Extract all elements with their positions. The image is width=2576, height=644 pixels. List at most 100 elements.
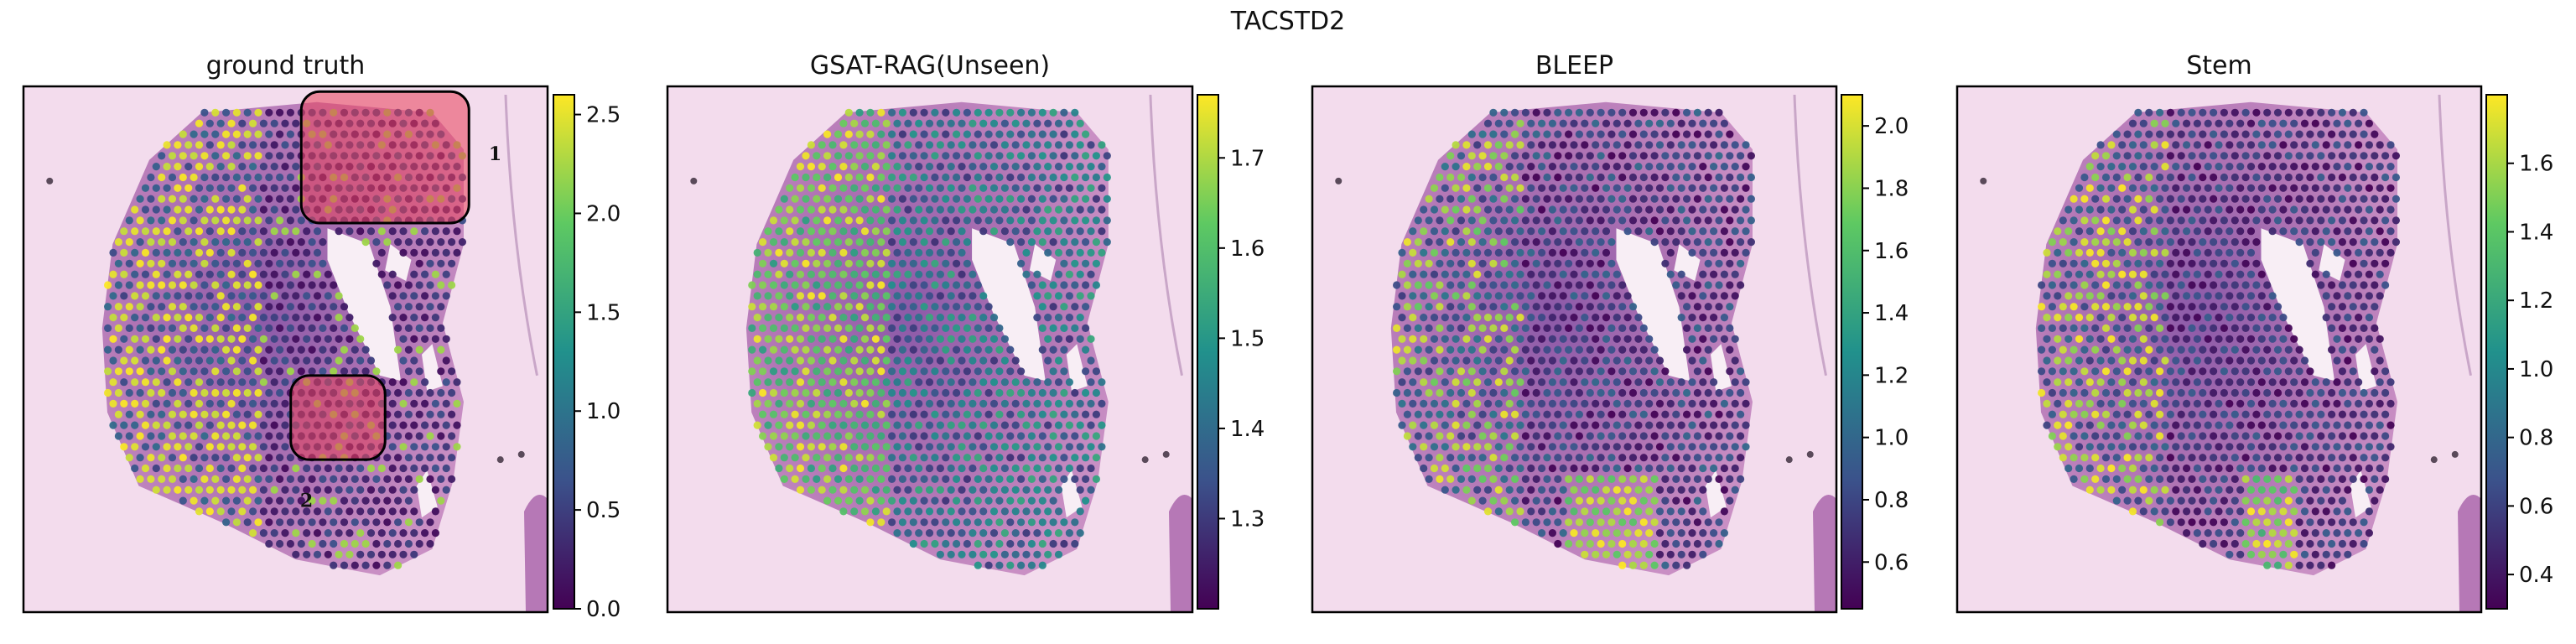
expression-spot (958, 314, 966, 322)
expression-spot (1565, 216, 1573, 225)
expression-spot (893, 356, 901, 365)
expression-spot (168, 388, 177, 397)
expression-spot (2101, 259, 2111, 267)
expression-spot (324, 314, 332, 322)
expression-spot (2085, 464, 2094, 473)
expression-spot (915, 378, 923, 387)
expression-spot (936, 443, 944, 451)
expression-spot (1452, 443, 1460, 451)
expression-spot (2112, 345, 2121, 354)
expression-spot (1666, 141, 1675, 149)
expression-spot (195, 270, 204, 278)
expression-spot (1483, 399, 1493, 408)
expression-spot (807, 486, 816, 494)
expression-spot (2112, 324, 2121, 332)
expression-spot (1704, 173, 1712, 182)
expression-spot (2328, 152, 2336, 160)
expression-spot (942, 518, 950, 527)
expression-spot (2295, 496, 2303, 505)
expression-spot (2043, 356, 2051, 365)
expression-spot (179, 454, 187, 462)
expression-spot (2220, 195, 2228, 203)
expression-spot (823, 259, 832, 267)
expression-spot (882, 141, 891, 149)
colorbar: 0.00.51.01.52.02.5 (553, 94, 621, 622)
expression-spot (174, 163, 182, 171)
expression-spot (1076, 227, 1084, 236)
expression-spot (979, 399, 988, 408)
expression-spot (222, 388, 231, 397)
expression-spot (1071, 173, 1079, 182)
expression-spot (1500, 388, 1509, 397)
expression-spot (216, 163, 225, 171)
expression-spot (2268, 356, 2277, 365)
expression-spot (979, 163, 988, 171)
expression-spot (415, 324, 423, 332)
expression-spot (2188, 173, 2196, 182)
expression-spot (1548, 486, 1556, 494)
expression-spot (764, 314, 772, 322)
expression-spot (1065, 421, 1073, 429)
expression-spot (813, 454, 821, 462)
expression-spot (823, 454, 832, 462)
expression-spot (2118, 270, 2127, 278)
expression-spot (871, 356, 880, 365)
expression-spot (855, 130, 864, 138)
expression-spot (1076, 399, 1084, 408)
expression-spot (163, 486, 171, 494)
expression-spot (871, 507, 880, 516)
expression-spot (313, 550, 322, 558)
expression-spot (1613, 356, 1621, 365)
expression-spot (2220, 432, 2228, 440)
expression-spot (1548, 227, 1556, 236)
expression-spot (2231, 388, 2239, 397)
expression-spot (1500, 195, 1509, 203)
expression-spot (1087, 443, 1095, 451)
expression-spot (136, 388, 144, 397)
expression-spot (1017, 518, 1026, 527)
expression-spot (2166, 195, 2174, 203)
expression-spot (818, 227, 826, 236)
expression-spot (2338, 518, 2346, 527)
expression-spot (2273, 367, 2283, 376)
expression-spot (249, 399, 257, 408)
expression-spot (415, 518, 423, 527)
expression-spot (147, 281, 155, 289)
expression-spot (1022, 529, 1031, 538)
expression-spot (786, 378, 794, 387)
expression-spot (2177, 367, 2185, 376)
expression-spot (1489, 367, 1498, 376)
expression-spot (1011, 550, 1020, 558)
expression-spot (2273, 496, 2283, 505)
expression-spot (2215, 529, 2223, 538)
expression-spot (1731, 227, 1739, 236)
expression-spot (2290, 550, 2298, 558)
expression-spot (265, 454, 273, 462)
expression-spot (2284, 195, 2293, 203)
expression-spot (1581, 529, 1589, 538)
expression-spot (1666, 184, 1675, 192)
expression-spot (1607, 152, 1616, 160)
expression-spot (958, 184, 966, 192)
colorbar-tick-label: 1.6 (2519, 152, 2553, 177)
expression-spot (1559, 292, 1567, 300)
expression-spot (844, 259, 853, 267)
expression-spot (2128, 205, 2137, 214)
expression-spot (796, 486, 805, 494)
expression-spot (222, 345, 231, 354)
expression-spot (1581, 184, 1589, 192)
expression-spot (963, 518, 971, 527)
expression-spot (1699, 314, 1707, 322)
expression-spot (1639, 195, 1648, 203)
expression-spot (1489, 195, 1498, 203)
expression-spot (942, 475, 950, 484)
expression-spot (421, 270, 429, 278)
expression-spot (335, 314, 343, 322)
expression-spot (2101, 281, 2111, 289)
expression-spot (114, 324, 122, 332)
expression-spot (1737, 432, 1745, 440)
expression-spot (1597, 108, 1605, 117)
expression-spot (915, 356, 923, 365)
expression-spot (1049, 216, 1057, 225)
colorbar-tick-label: 0.8 (2519, 426, 2553, 451)
